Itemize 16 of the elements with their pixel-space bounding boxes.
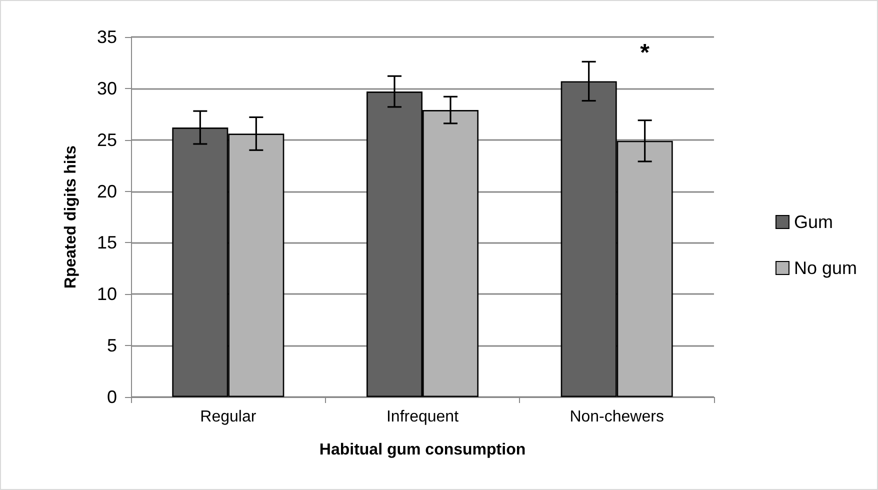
y-tick-label: 25 (96, 130, 117, 150)
x-axis-title: Habitual gum consumption (319, 442, 526, 458)
y-tick-label: 10 (96, 284, 117, 304)
x-tick-label: Infrequent (386, 408, 460, 426)
annotation: * (640, 40, 650, 66)
y-tick-label: 15 (96, 232, 117, 253)
y-tick-label: 0 (106, 387, 117, 407)
y-tick-label: 20 (96, 181, 117, 202)
y-tick-label: 35 (96, 27, 117, 47)
y-tick-label: 30 (96, 78, 117, 98)
y-axis-title: Rpeated digits hits (62, 145, 80, 289)
x-tick-label: Non-chewers (570, 408, 664, 426)
x-tick-label: Regular (200, 408, 257, 426)
legend-label: Gum (794, 212, 833, 232)
legend-label: No gum (794, 258, 858, 278)
y-tick-label: 5 (106, 336, 117, 356)
